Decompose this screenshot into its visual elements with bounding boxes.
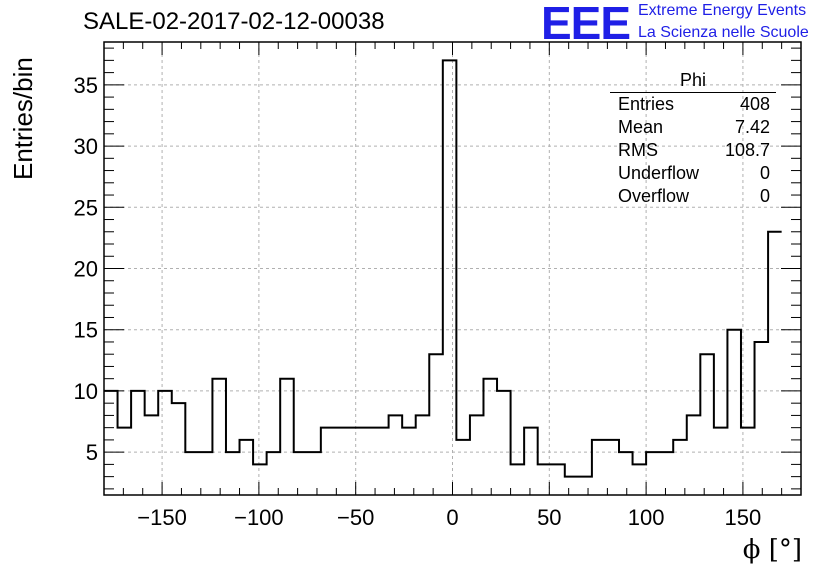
histogram-bin [700,354,714,495]
stats-label: Mean [618,117,664,137]
histogram-bin [334,428,348,495]
histogram-bin [226,452,240,495]
y-tick-label: 30 [74,134,98,159]
histogram-bin [633,464,647,495]
stats-row-mean: Mean 7.42 [610,116,778,139]
histogram-bin [755,342,769,495]
x-tick-label: 0 [446,505,458,530]
stats-value: 7.42 [734,117,770,137]
y-tick-label: 10 [74,379,98,404]
histogram-bin [443,60,457,495]
histogram-bin [104,391,118,495]
x-tick-label: −50 [337,505,374,530]
stats-label: Underflow [618,163,700,183]
stats-box: Phi Entries 408 Mean 7.42 RMS 108.7 Unde… [610,70,778,208]
tick-labels: −150 −100 −50 0 50 100 150 5 10 15 20 25 30 35 [74,73,762,530]
stats-label: Overflow [618,186,690,206]
histogram-bin [727,330,741,495]
histogram-bin [660,452,674,495]
histogram-bin [497,391,511,495]
y-tick-label: 5 [86,440,98,465]
histogram-bin [646,452,660,495]
x-axis-label: ϕ [°] [742,535,802,565]
y-tick-label: 15 [74,318,98,343]
plot-frame [103,41,802,496]
grid-lines [104,42,801,495]
histogram-bin [253,464,267,495]
stats-value: 0 [759,186,770,206]
stats-label: RMS [618,140,658,160]
y-tick-label: 20 [74,257,98,282]
histogram-bin [714,428,728,495]
stats-value: 108.7 [724,140,770,160]
histogram-bin [592,440,606,495]
stats-value: 408 [739,94,770,114]
histogram-bin [185,452,199,495]
histogram-bin [280,379,294,495]
stats-row-rms: RMS 108.7 [610,139,778,162]
histogram-bin [416,415,430,495]
histogram-bin [565,477,579,495]
histogram-bin [768,232,782,495]
histogram-bin [483,379,497,495]
histogram-bin [687,415,701,495]
histogram-bin [348,428,362,495]
histogram-bin [321,428,335,495]
histogram-bin [456,440,470,495]
histogram-series [104,59,782,495]
histogram-bin [673,440,687,495]
histogram-bin [131,391,145,495]
histogram-bin [551,464,565,495]
axis-ticks [104,42,801,495]
histogram-bin [470,415,484,495]
histogram-bin [172,403,186,495]
logo-subtitle-2: La Scienza nelle Scuole [638,24,809,41]
x-tick-label: 100 [628,505,665,530]
histogram-bin [240,440,254,495]
y-axis-label: Entries/bin [8,57,38,180]
histogram-bin [158,391,172,495]
histogram-bin [578,477,592,495]
histogram-bin [362,428,376,495]
histogram-bin [619,452,633,495]
histogram-bin [429,354,443,495]
histogram-bin [294,452,308,495]
x-tick-label: 50 [537,505,561,530]
histogram-bin [511,464,525,495]
stats-title: Phi [610,70,776,93]
x-tick-label: 150 [725,505,762,530]
histogram-bin [605,440,619,495]
x-tick-label: −100 [234,505,284,530]
stats-label: Entries [618,94,675,114]
stats-row-overflow: Overflow 0 [610,185,778,208]
y-tick-label: 25 [74,195,98,220]
histogram-bin [212,379,226,495]
stats-row-entries: Entries 408 [610,93,778,116]
stats-row-underflow: Underflow 0 [610,162,778,185]
y-tick-label: 35 [74,73,98,98]
histogram-bin [145,415,159,495]
histogram-bin [389,415,403,495]
run-title: SALE-02-2017-02-12-00038 [83,8,385,35]
histogram-outline [104,59,782,478]
eee-logo: EEE [541,0,631,49]
histogram-bin [402,428,416,495]
histogram-bin [524,428,538,495]
histogram-bin [375,428,389,495]
logo-subtitle-1: Extreme Energy Events [638,2,807,19]
histogram-bin [118,428,132,495]
x-tick-label: −150 [137,505,187,530]
stats-value: 0 [759,163,770,183]
histogram-bin [307,452,321,495]
